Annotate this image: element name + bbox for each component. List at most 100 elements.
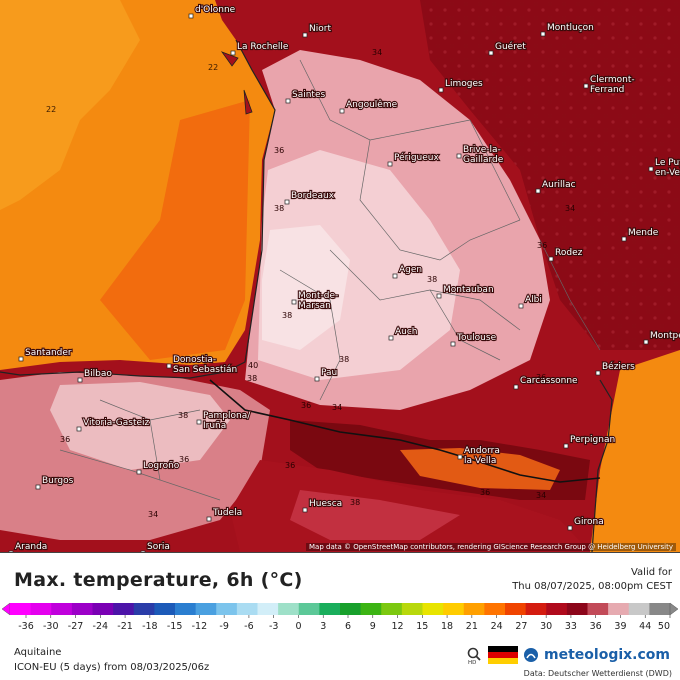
city-marker: Béziers (595, 360, 636, 376)
city-marker: Toulouse (450, 332, 498, 347)
scale-swatch (484, 603, 506, 615)
valid-for-label: Valid for (630, 567, 672, 578)
city-label: Toulouse (456, 333, 497, 343)
scale-swatch (463, 603, 485, 615)
scale-tick-label: 15 (416, 621, 428, 632)
scale-tick-label: 50 (658, 621, 670, 632)
isotherm-label: 36 (285, 461, 295, 470)
city-label: Donostia-San Sebastián (173, 355, 237, 375)
scale-tick-label: 33 (565, 621, 577, 632)
hot-zone-42 (262, 225, 350, 350)
scale-tick-label: 24 (491, 621, 503, 632)
city-marker: Vitoria-Gasteiz (76, 417, 151, 432)
scale-tick-label: 21 (466, 621, 478, 632)
city-marker: Bilbao (77, 368, 114, 383)
scale-swatch (175, 603, 197, 615)
city-label: Huesca (309, 499, 342, 509)
city-label: Clermont-Ferrand (590, 75, 635, 95)
forecast-map[interactable]: d'Olonne Niort La Rochelle Guéret Montluçon S… (0, 0, 680, 553)
scale-swatch (422, 603, 444, 615)
isotherm-label: 34 (148, 510, 158, 519)
city-label: Bordeaux (291, 191, 335, 201)
city-label: Logroño (143, 461, 180, 471)
city-dot (230, 50, 236, 56)
hd-magnifier-icon[interactable]: HD (466, 647, 482, 666)
isotherm-label: 36 (480, 488, 490, 497)
region-name: Aquitaine (14, 647, 62, 658)
city-dot (595, 370, 601, 376)
scale-tick-label: 12 (391, 621, 403, 632)
city-dot (456, 153, 462, 159)
city-marker: Tudela (206, 507, 243, 522)
scale-swatch (154, 603, 176, 615)
scale-swatch (30, 603, 52, 615)
city-label: Auch (395, 327, 418, 337)
isotherm-label: 38 (350, 498, 360, 507)
city-dot (76, 426, 82, 432)
scale-min-arrow (1, 602, 11, 616)
scale-swatch (257, 603, 279, 615)
city-marker: Andorra la Vella (457, 445, 501, 467)
city-marker: Albi (518, 294, 543, 309)
scale-swatch (133, 603, 155, 615)
scale-swatch (443, 603, 465, 615)
isotherm-label: 38 (339, 355, 349, 364)
city-dot (166, 363, 172, 369)
city-dot (438, 87, 444, 93)
isotherm-label: 34 (372, 48, 382, 57)
city-label: Rodez (555, 248, 583, 258)
scale-swatch (340, 603, 362, 615)
city-dot (206, 516, 212, 522)
city-dot (643, 339, 649, 345)
city-label: Montpe (650, 331, 680, 341)
city-marker: Aranda (8, 541, 48, 552)
scale-swatch (113, 603, 135, 615)
city-marker: Soria (140, 541, 171, 552)
france-spain-border (209, 379, 601, 483)
isotherm-label: 40 (248, 361, 258, 370)
coastline (0, 39, 276, 379)
scale-swatch (92, 603, 114, 615)
city-dot (548, 256, 554, 262)
scale-tick-label: 18 (441, 621, 453, 632)
scale-swatch (381, 603, 403, 615)
ile-de-re (220, 51, 239, 67)
city-dot (648, 166, 654, 172)
scale-swatch (195, 603, 217, 615)
city-marker: Agen (392, 264, 423, 279)
scale-tick-label: 44 (639, 621, 651, 632)
city-marker: Montpe (643, 330, 680, 345)
city-marker: Girona (567, 516, 605, 531)
scale-tick-label: 36 (590, 621, 602, 632)
city-marker: Limoges (438, 78, 484, 93)
pyrenees-warm-area (400, 448, 560, 490)
scale-swatch (546, 603, 568, 615)
city-marker: Pau (314, 367, 338, 382)
temperature-map-canvas[interactable]: d'Olonne Niort La Rochelle Guéret Montluçon S… (0, 0, 680, 552)
scale-tick-label: -15 (167, 621, 183, 632)
city-marker: Niort (302, 23, 333, 38)
scale-tick-label: 9 (370, 621, 376, 632)
city-label: Albi (525, 295, 542, 305)
scale-swatch (566, 603, 588, 615)
brand-row: HD meteologix.com (466, 645, 670, 666)
city-marker: Rodez (548, 247, 584, 262)
city-label: Tudela (212, 508, 242, 518)
region-borders (59, 59, 601, 501)
legend-footer: Max. temperature, 6h (°C) Valid for Thu … (0, 553, 680, 680)
scale-tick-label: -9 (219, 621, 228, 632)
city-dot (583, 83, 589, 89)
city-label: Burgos (42, 476, 74, 486)
scale-tick-label: 0 (295, 621, 301, 632)
scale-swatch (51, 603, 73, 615)
city-dot (563, 443, 569, 449)
city-marker: Aurillac (535, 179, 577, 194)
city-marker: La Rochelle (230, 41, 290, 56)
city-dot (621, 236, 627, 242)
city-dot (284, 199, 290, 205)
color-scale-bar: -36 -30 -27 -24 -21 -18 -15 -12 -9 -6 -3 0 3 6 9 12 15 18… (1, 602, 679, 632)
scale-max-arrow (669, 602, 679, 616)
scale-swatch (71, 603, 93, 615)
scale-tick-label: -24 (93, 621, 109, 632)
brand-name[interactable]: meteologix.com (544, 647, 670, 663)
